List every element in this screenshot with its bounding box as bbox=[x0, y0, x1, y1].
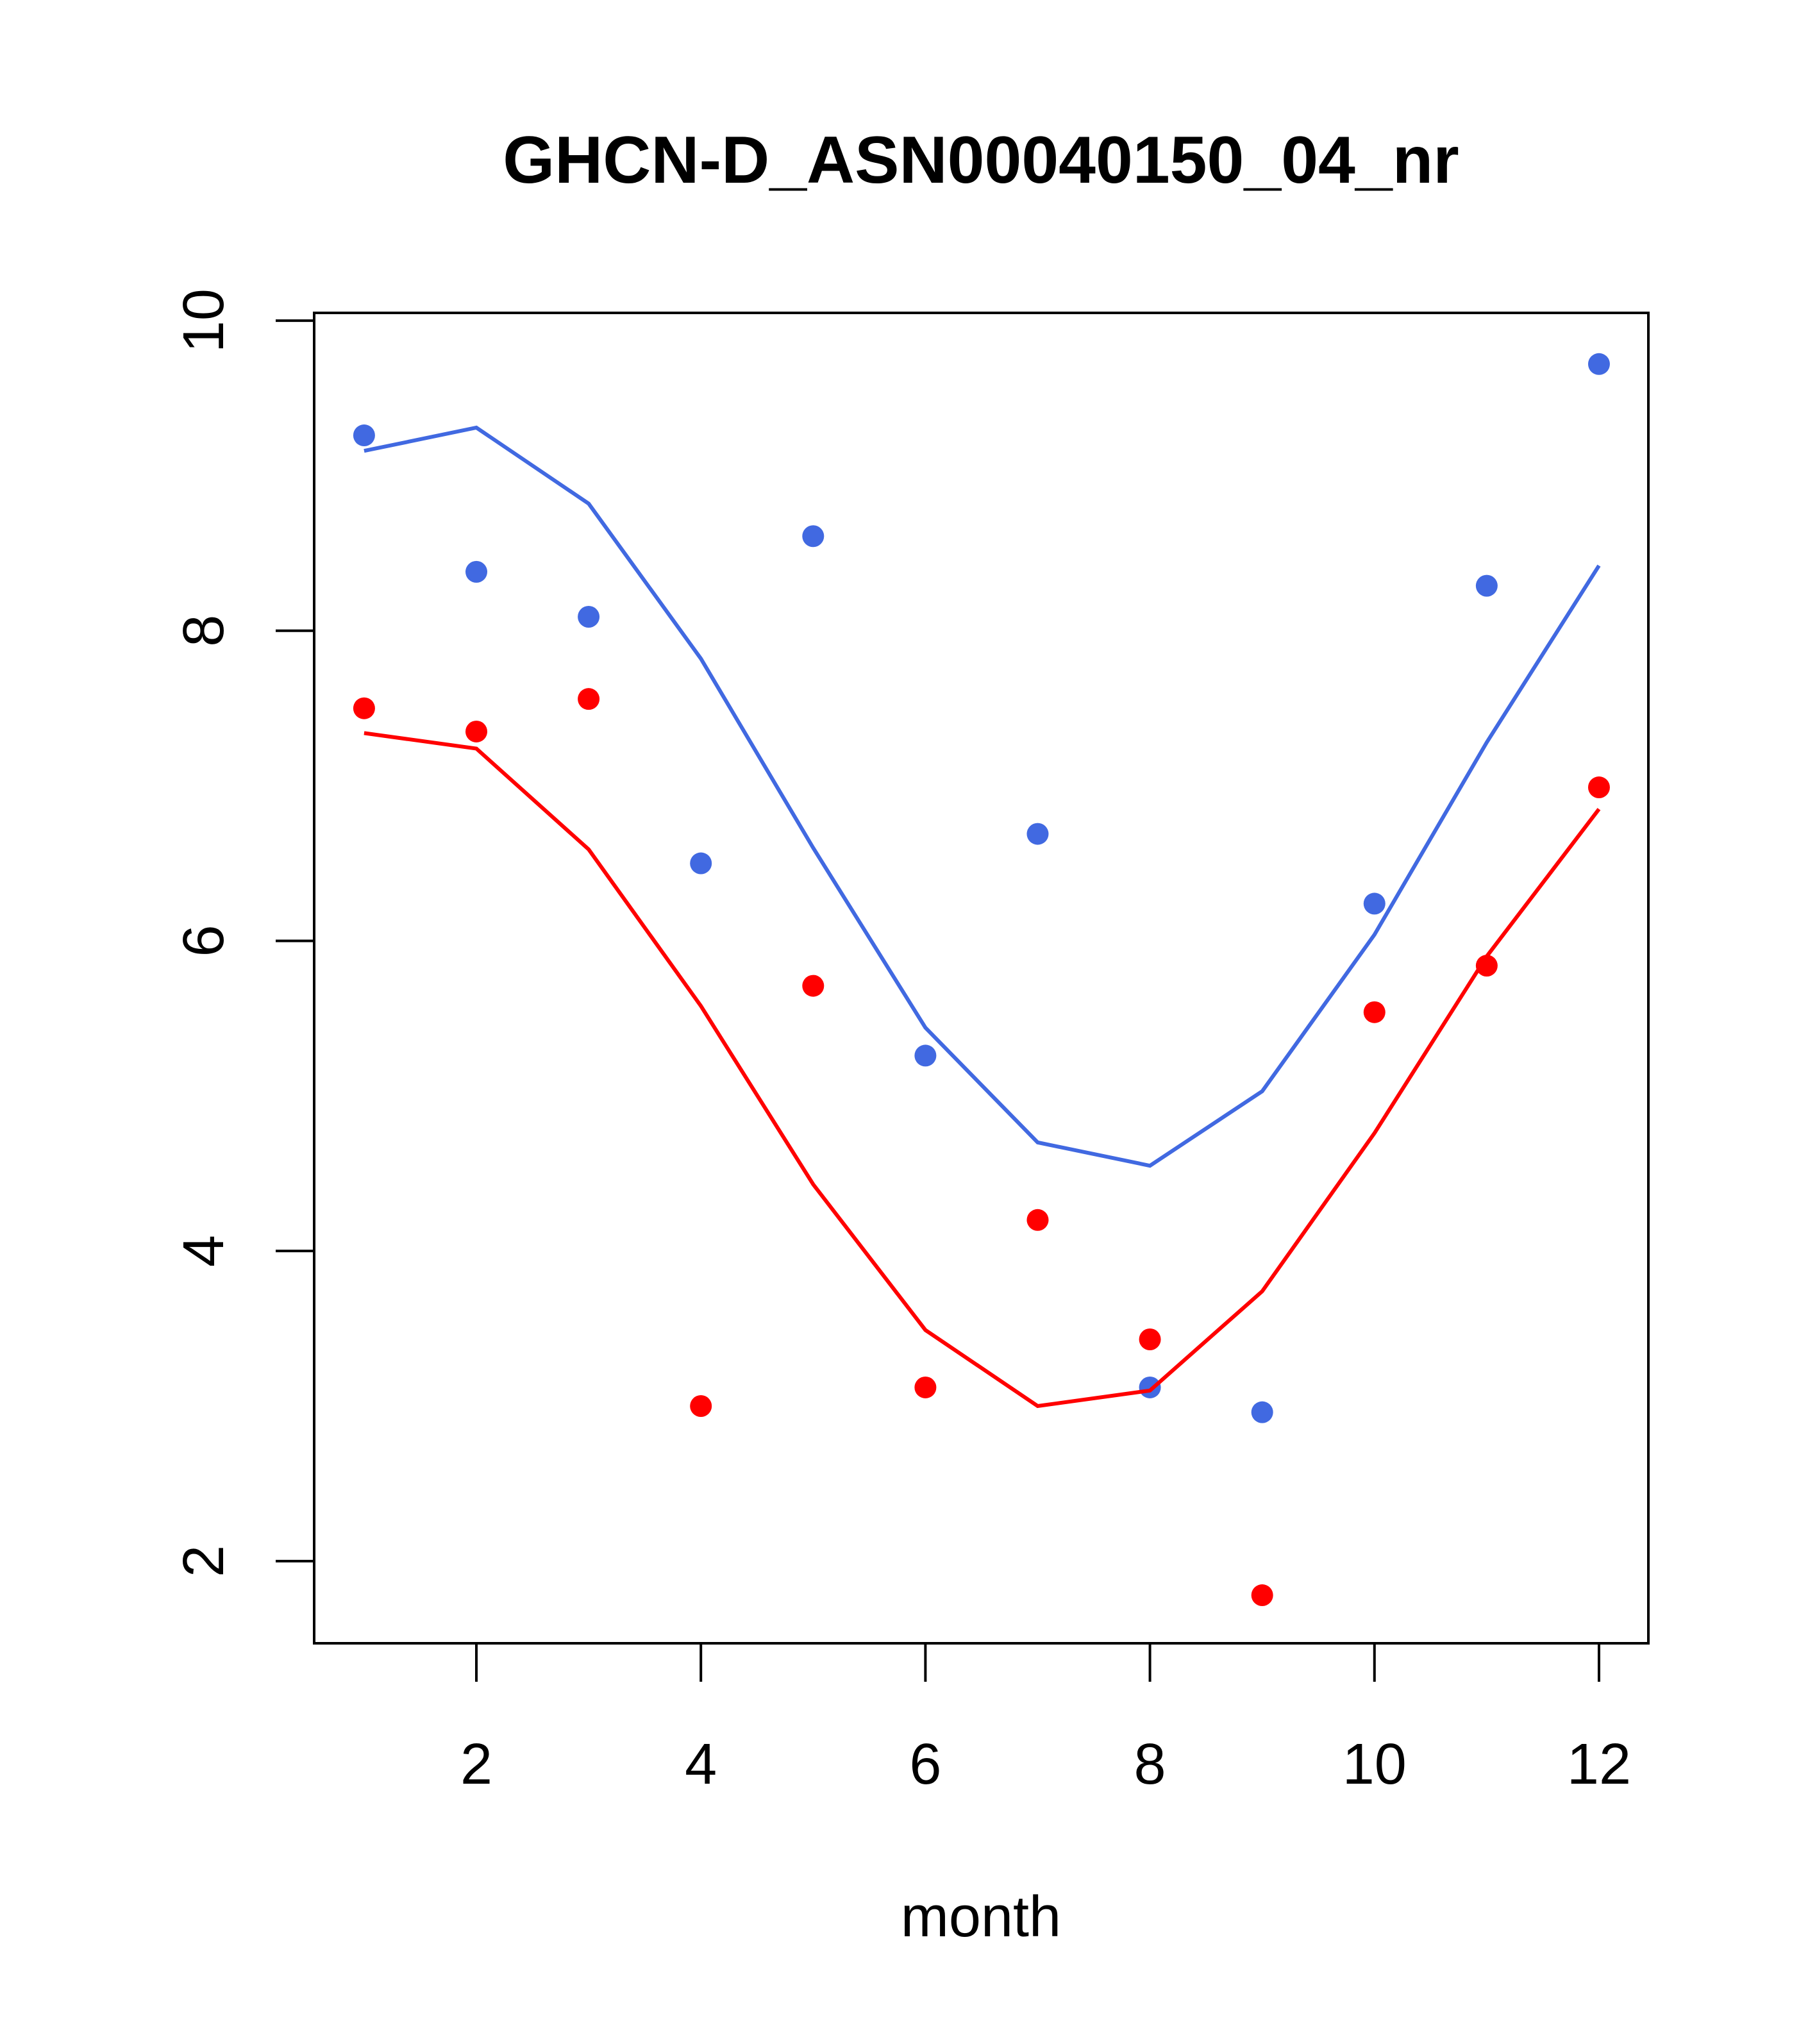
data-point bbox=[1139, 1328, 1161, 1350]
data-point bbox=[1251, 1584, 1273, 1607]
x-tick-label: 4 bbox=[685, 1732, 717, 1797]
x-axis: 2 4 6 8 10 12 bbox=[460, 1642, 1631, 1797]
data-point bbox=[465, 720, 488, 742]
data-point bbox=[1251, 1401, 1273, 1423]
data-point bbox=[802, 975, 825, 997]
data-point bbox=[914, 1376, 937, 1398]
data-point bbox=[690, 852, 712, 875]
plot-frame bbox=[313, 312, 1650, 1645]
data-point bbox=[1026, 823, 1049, 845]
data-point bbox=[1475, 574, 1498, 597]
data-point bbox=[690, 1395, 712, 1417]
chart-title: GHCN-D_ASN00040150_04_nr bbox=[503, 123, 1459, 197]
data-point bbox=[1139, 1376, 1161, 1398]
data-point bbox=[578, 606, 600, 628]
x-tick-label: 2 bbox=[460, 1732, 492, 1797]
data-point bbox=[353, 424, 375, 447]
data-point bbox=[1363, 1001, 1386, 1023]
x-tick-label: 12 bbox=[1567, 1732, 1631, 1797]
data-point bbox=[1363, 892, 1386, 915]
series-layer bbox=[353, 353, 1610, 1607]
series-line bbox=[364, 731, 1601, 1409]
data-point bbox=[1587, 776, 1610, 799]
x-tick-label: 10 bbox=[1343, 1732, 1407, 1797]
data-point bbox=[1026, 1209, 1049, 1231]
data-point bbox=[1587, 353, 1610, 375]
x-tick-label: 8 bbox=[1134, 1732, 1166, 1797]
data-point bbox=[1475, 955, 1498, 977]
y-tick-label: 2 bbox=[172, 1545, 236, 1577]
y-tick-label: 6 bbox=[172, 925, 236, 957]
series-line bbox=[364, 425, 1601, 1168]
y-axis: 2 4 6 8 10 bbox=[172, 289, 315, 1577]
y-tick-label: 10 bbox=[172, 289, 236, 353]
data-point bbox=[802, 525, 825, 548]
data-point bbox=[353, 697, 375, 719]
data-point bbox=[914, 1044, 937, 1067]
y-tick-label: 8 bbox=[172, 615, 236, 647]
data-point bbox=[465, 560, 488, 583]
x-axis-label: month bbox=[901, 1885, 1061, 1949]
y-tick-label: 4 bbox=[172, 1235, 236, 1267]
data-point bbox=[578, 688, 600, 710]
x-tick-label: 6 bbox=[909, 1732, 941, 1797]
